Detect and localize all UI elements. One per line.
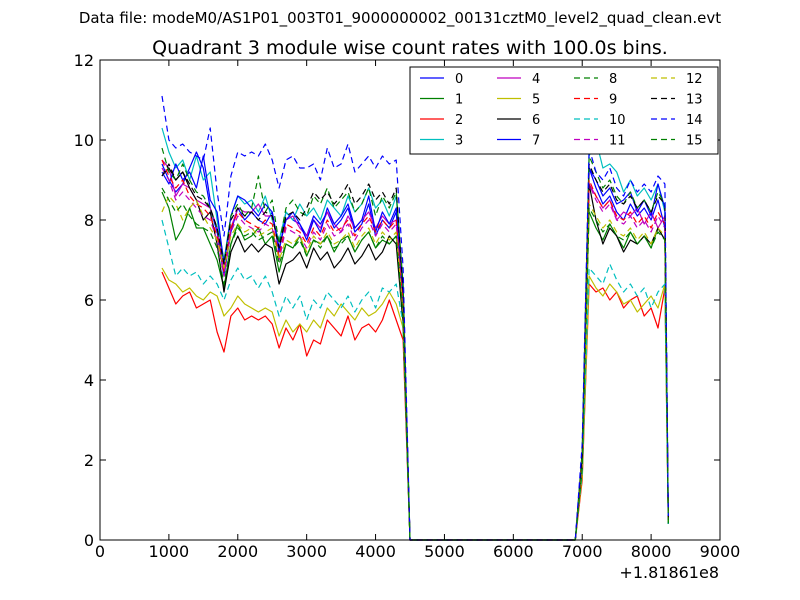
- legend-item-6[interactable]: 6: [497, 113, 540, 128]
- series-line-10: [161, 219, 669, 541]
- legend-label: 3: [455, 134, 463, 149]
- series-layer: [161, 95, 669, 541]
- x-tick-label: 4000: [355, 542, 396, 561]
- legend-item-8[interactable]: 8: [574, 72, 617, 87]
- legend-item-10[interactable]: 10: [574, 113, 626, 128]
- x-offset-label: +1.81861e8: [619, 563, 719, 582]
- legend-label: 1: [455, 93, 463, 108]
- legend-label: 4: [532, 72, 540, 87]
- x-tick-label: 5000: [424, 542, 465, 561]
- legend-label: 8: [609, 72, 617, 87]
- x-tick-label: 6000: [493, 542, 534, 561]
- x-tick-label: 2000: [217, 542, 258, 561]
- legend-label: 2: [455, 113, 463, 128]
- legend-item-4[interactable]: 4: [497, 72, 540, 87]
- series-line-14: [161, 95, 669, 541]
- legend-item-13[interactable]: 13: [651, 93, 703, 108]
- y-tick-label: 10: [74, 131, 94, 150]
- x-tick-label: 3000: [286, 542, 327, 561]
- y-tick-label: 0: [84, 531, 94, 550]
- legend-item-15[interactable]: 15: [651, 134, 703, 149]
- series-line-11: [161, 167, 669, 541]
- y-tick-label: 2: [84, 451, 94, 470]
- y-tick-label: 8: [84, 211, 94, 230]
- x-axis: 0 1000 2000 3000 4000 5000 6000 7000 8000 9000: [95, 60, 740, 561]
- y-tick-label: 12: [74, 51, 94, 70]
- series-line-15: [161, 187, 669, 541]
- series-line-5: [161, 267, 669, 541]
- legend-label: 11: [609, 134, 626, 149]
- series-line-12: [161, 195, 669, 541]
- legend-label: 6: [532, 113, 540, 128]
- series-line-7: [161, 155, 669, 541]
- series-line-6: [161, 167, 669, 541]
- legend-label: 5: [532, 93, 540, 108]
- legend-label: 0: [455, 72, 463, 87]
- legend-label: 12: [686, 72, 703, 87]
- legend-item-11[interactable]: 11: [574, 134, 626, 149]
- legend-item-0[interactable]: 0: [420, 72, 463, 87]
- series-line-2: [161, 271, 669, 541]
- legend-item-14[interactable]: 14: [651, 113, 703, 128]
- suptitle: Data file: modeM0/AS1P01_003T01_90000000…: [79, 9, 721, 28]
- chart-title: Quadrant 3 module wise count rates with …: [152, 37, 668, 59]
- legend-label: 9: [609, 93, 617, 108]
- legend-item-7[interactable]: 7: [497, 134, 540, 149]
- x-tick-label: 7000: [562, 542, 603, 561]
- y-tick-label: 4: [84, 371, 94, 390]
- legend-label: 10: [609, 113, 626, 128]
- legend-item-3[interactable]: 3: [420, 134, 463, 149]
- x-tick-label: 8000: [631, 542, 672, 561]
- x-tick-label: 0: [95, 542, 105, 561]
- series-line-13: [161, 163, 669, 541]
- x-tick-label: 9000: [700, 542, 741, 561]
- legend-item-2[interactable]: 2: [420, 113, 463, 128]
- legend-item-1[interactable]: 1: [420, 93, 463, 108]
- legend-label: 13: [686, 93, 703, 108]
- x-tick-label: 1000: [149, 542, 190, 561]
- legend-item-12[interactable]: 12: [651, 72, 703, 87]
- legend-label: 7: [532, 134, 540, 149]
- legend-label: 14: [686, 113, 703, 128]
- y-tick-label: 6: [84, 291, 94, 310]
- legend-label: 15: [686, 134, 703, 149]
- legend-item-9[interactable]: 9: [574, 93, 617, 108]
- legend-item-5[interactable]: 5: [497, 93, 540, 108]
